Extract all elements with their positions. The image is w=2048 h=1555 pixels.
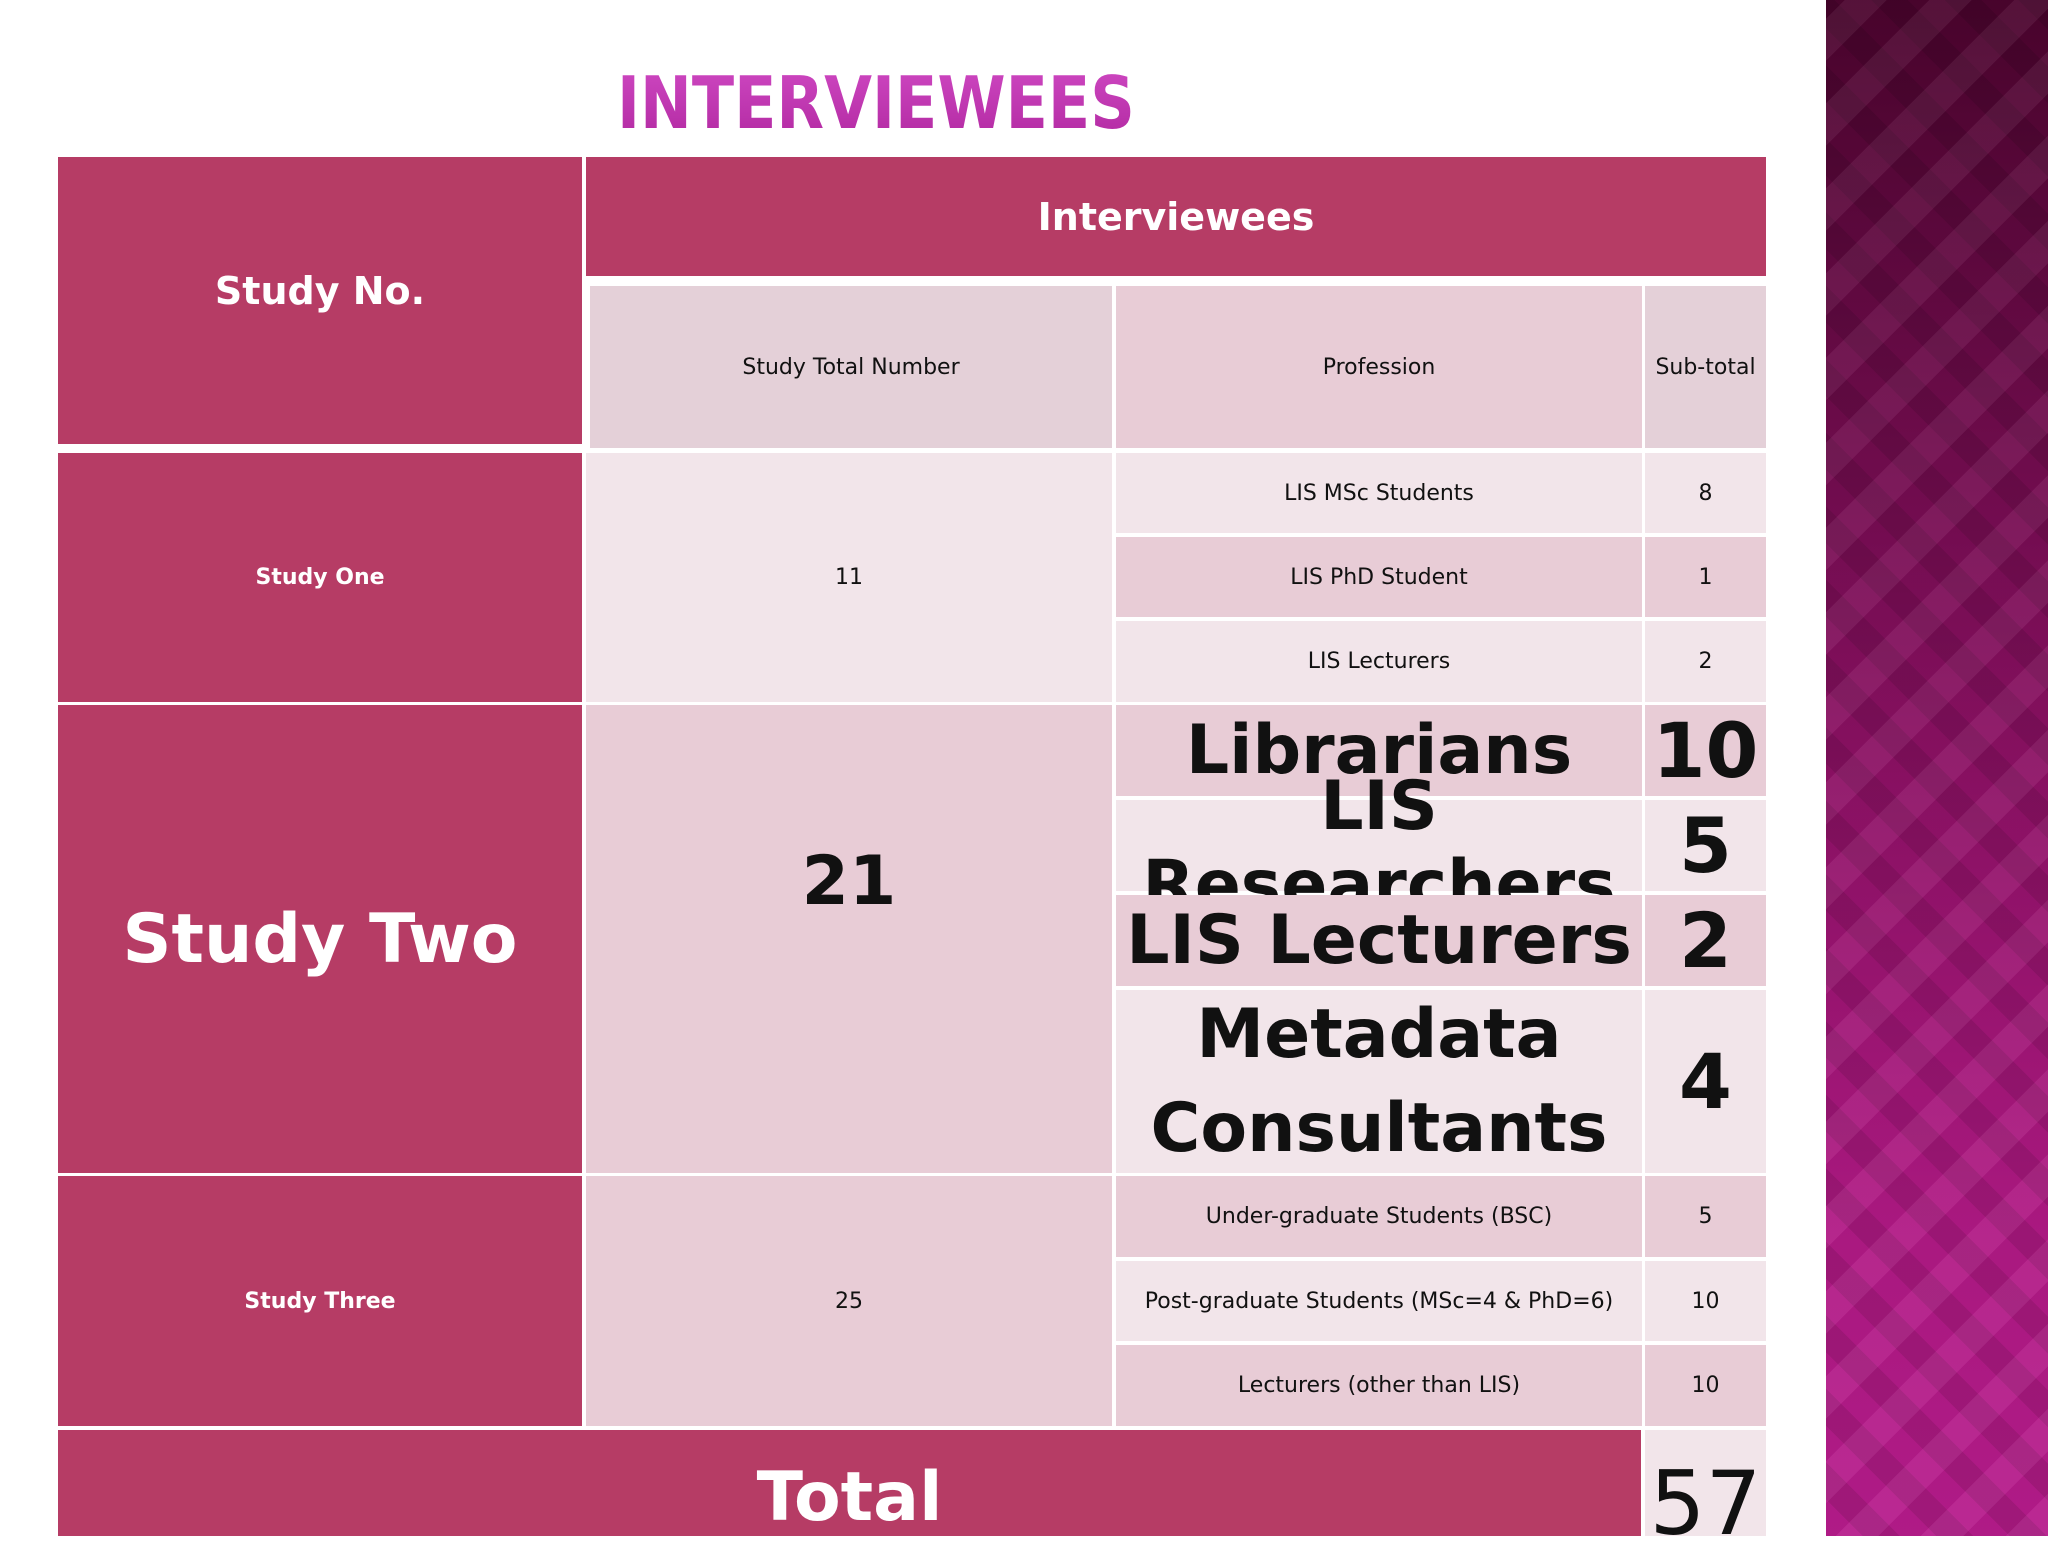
slide-title: INTERVIEWEES [617,58,1135,148]
table-row-subtotal: 10 [1645,1261,1766,1341]
table-row-profession: Post-graduate Students (MSc=4 & PhD=6) [1116,1261,1642,1341]
header-sub-total: Sub-total [1645,286,1766,448]
study-three-total: 25 [586,1176,1112,1426]
study-one-label: Study One [58,453,582,702]
table-row-subtotal: 4 [1645,990,1766,1173]
table-row-profession: Metadata Consultants [1116,990,1642,1173]
table-row-profession: Lecturers (other than LIS) [1116,1345,1642,1426]
study-two-label: Study Two [58,705,582,1173]
table-row-profession: LIS Lecturers [1116,621,1642,702]
table-row-subtotal: 5 [1645,800,1766,891]
study-one-total: 11 [586,453,1112,702]
table-row-subtotal: 10 [1645,1345,1766,1426]
header-interviewees: Interviewees [586,157,1766,276]
header-profession: Profession [1116,286,1642,448]
total-value: 57 [1645,1430,1766,1555]
table-row-subtotal: 10 [1645,705,1766,796]
header-study-total-number: Study Total Number [590,286,1112,448]
header-study-no: Study No. [58,157,582,444]
study-three-label: Study Three [58,1176,582,1426]
table-row-profession: LIS Researchers [1116,767,1642,925]
table-row-subtotal: 5 [1645,1176,1766,1257]
table-row-subtotal: 1 [1645,537,1766,617]
table-row-subtotal: 8 [1645,453,1766,533]
total-label: Total [58,1430,1641,1537]
table-row-subtotal: 2 [1645,621,1766,702]
table-row-profession: LIS MSc Students [1116,453,1642,533]
table-row-subtotal: 2 [1645,895,1766,986]
decorative-side-panel [1826,0,2048,1536]
table-row-profession: LIS Lecturers [1116,895,1642,986]
table-row-profession: Under-graduate Students (BSC) [1116,1176,1642,1257]
table-row-profession: Librarians [1116,705,1642,796]
study-two-total: 21 [586,705,1112,1173]
table-row-profession: LIS PhD Student [1116,537,1642,617]
